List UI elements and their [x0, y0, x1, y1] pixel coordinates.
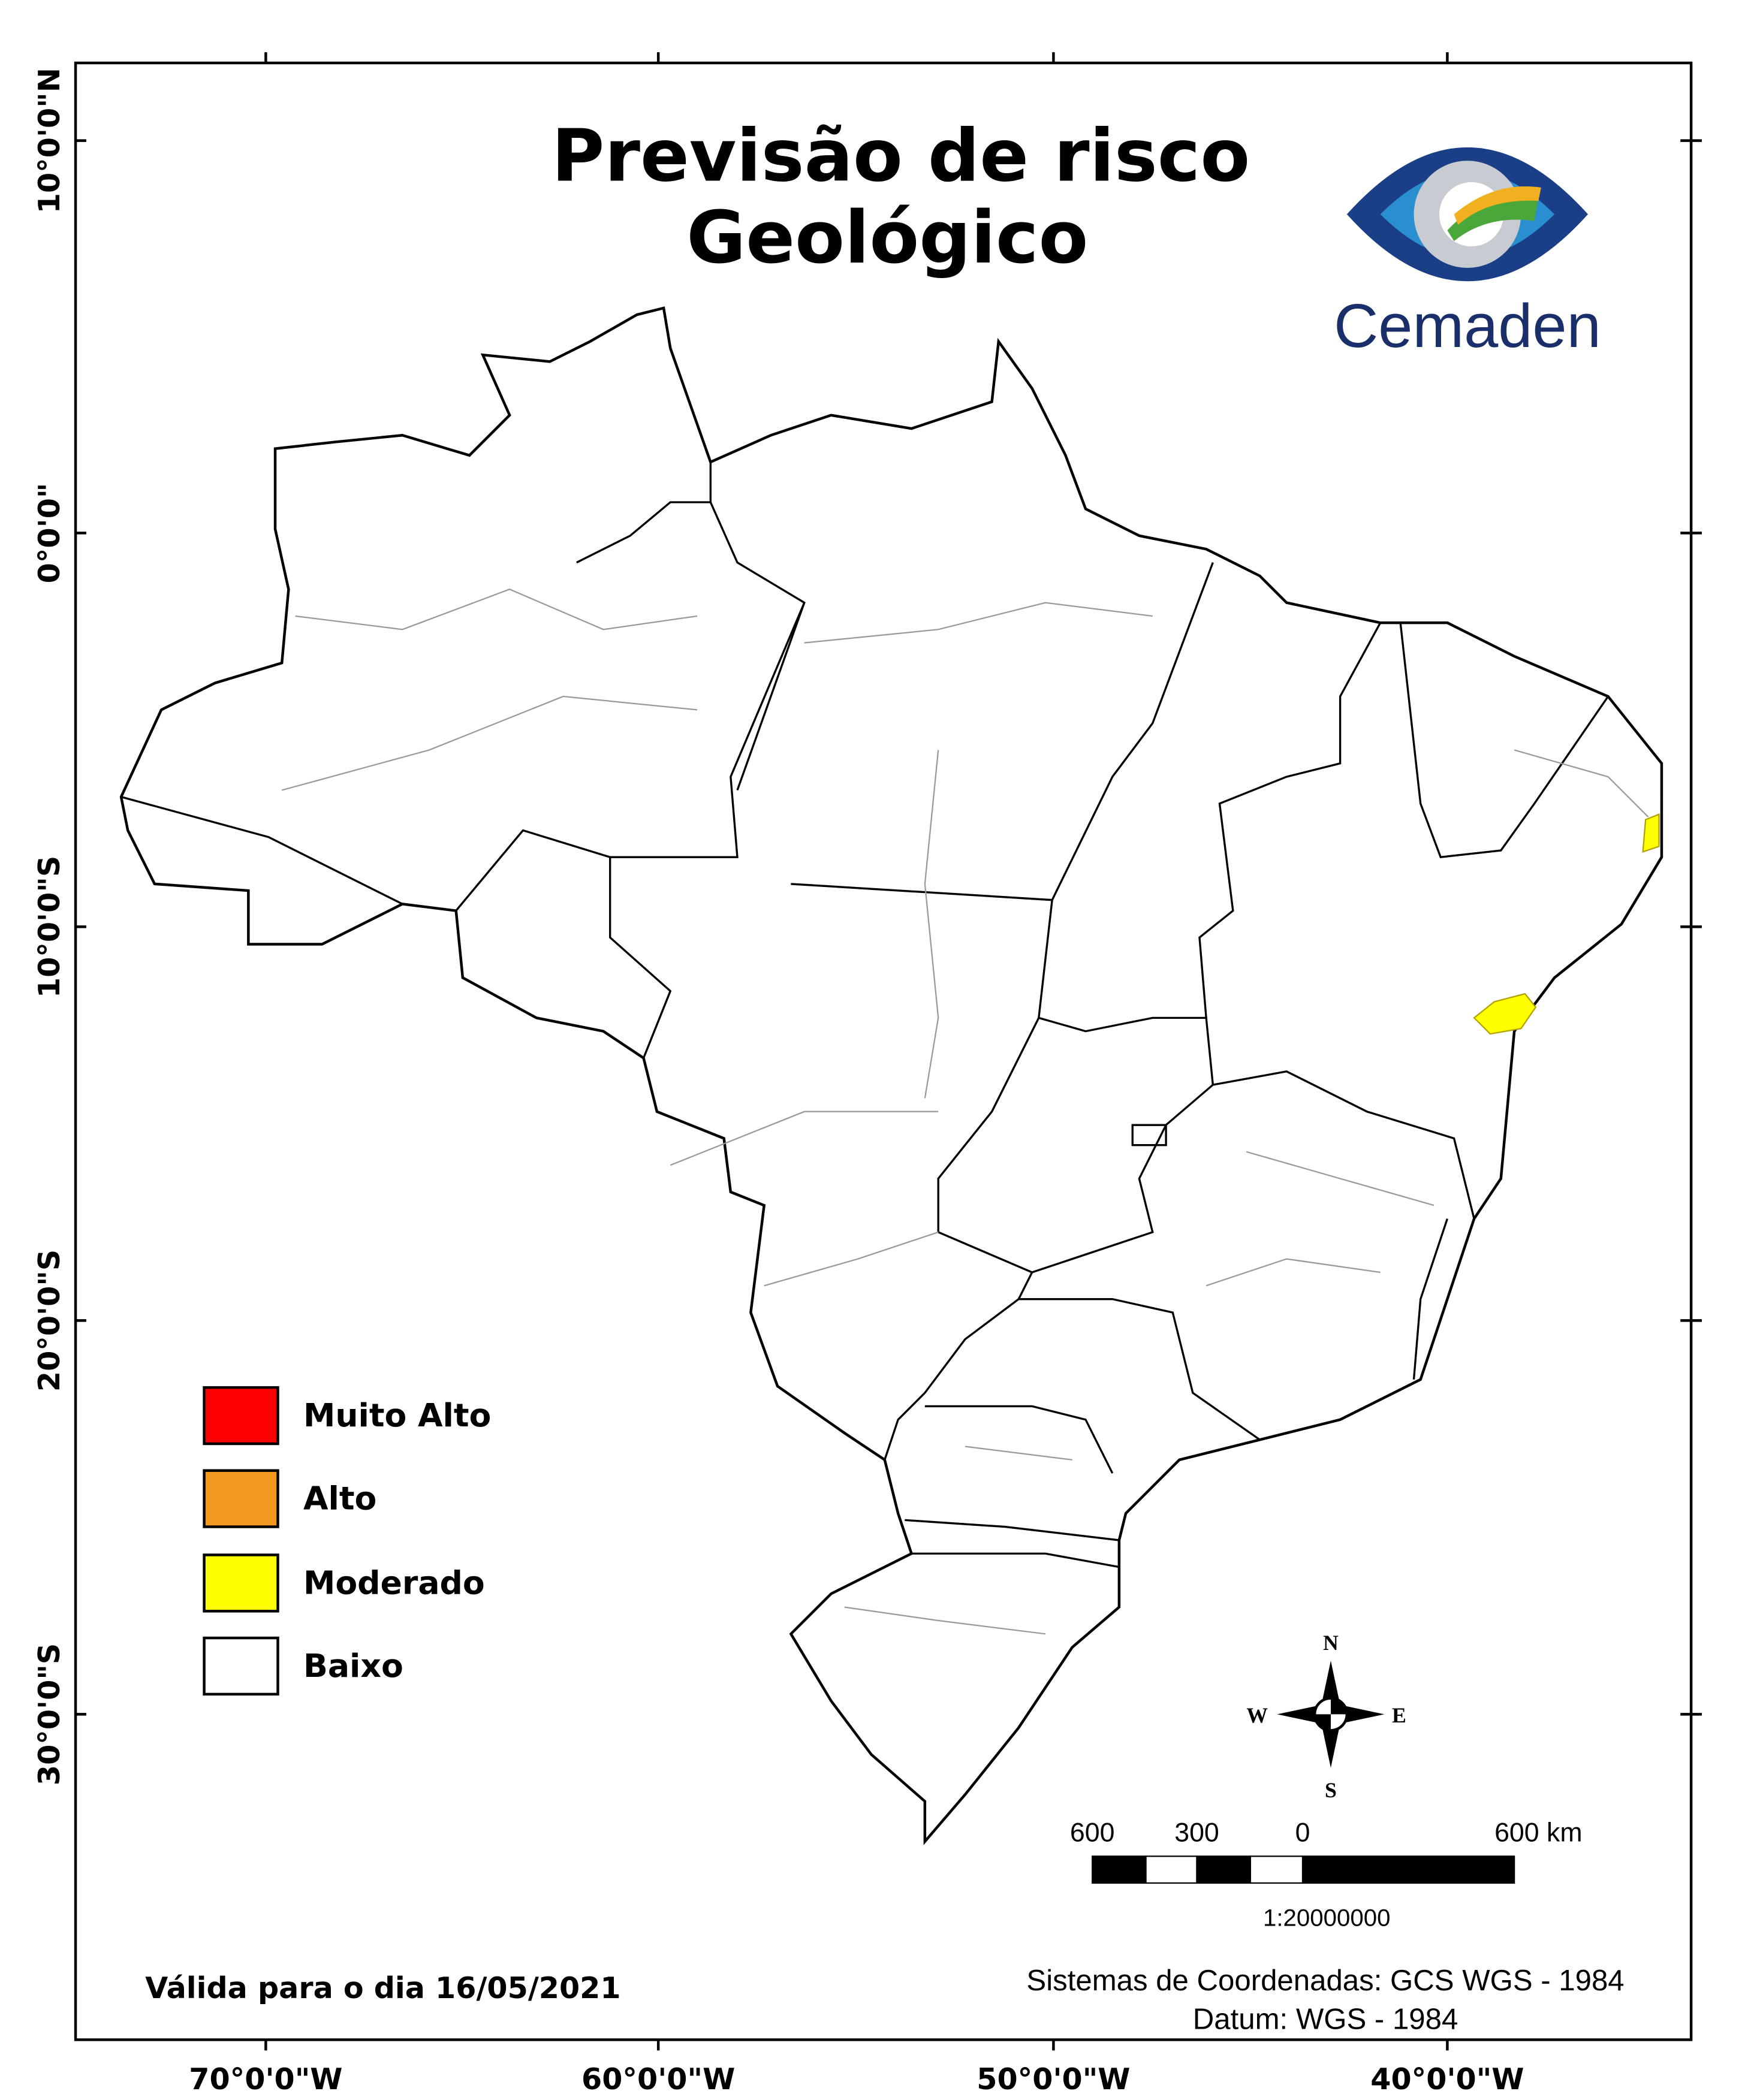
legend-swatch	[203, 1386, 279, 1446]
scale-label: 600 km	[1494, 1818, 1583, 1848]
datum: Datum: WGS - 1984	[1193, 2003, 1458, 2036]
state-borders	[120, 461, 1609, 1568]
x-axis-label: 40°0'0"W	[1370, 2062, 1524, 2096]
scale-label: 600	[1070, 1818, 1115, 1848]
risk-area-moderate	[1473, 813, 1660, 1035]
compass	[1277, 1661, 1385, 1768]
scale-bar	[1092, 1855, 1515, 1884]
compass-letter: N	[1323, 1631, 1339, 1655]
legend-swatch	[203, 1469, 279, 1528]
brazil-outline	[119, 306, 1663, 1845]
y-axis-label: 20°0'0"S	[32, 1250, 67, 1392]
x-axis-label: 60°0'0"W	[581, 2062, 735, 2096]
legend-label: Alto	[303, 1479, 376, 1517]
coordinate-system: Sistemas de Coordenadas: GCS WGS - 1984	[1026, 1964, 1624, 1997]
x-axis-label: 70°0'0"W	[189, 2062, 342, 2096]
legend-label: Moderado	[303, 1564, 485, 1601]
legend-label: Baixo	[303, 1647, 403, 1685]
municipal-borders	[281, 589, 1649, 1635]
legend-swatch	[203, 1553, 279, 1613]
y-axis-label: 10°0'0"S	[32, 856, 67, 998]
compass-letter: E	[1392, 1703, 1406, 1727]
scale-ratio: 1:20000000	[1263, 1904, 1390, 1931]
y-axis-label: 10°0'0"N	[32, 68, 67, 213]
valid-date: Válida para o dia 16/05/2021	[145, 1971, 620, 2005]
compass-letter: S	[1325, 1778, 1337, 1802]
scale-label: 300	[1174, 1818, 1219, 1848]
x-axis-label: 50°0'0"W	[977, 2062, 1130, 2096]
y-axis-label: 0°0'0"	[32, 482, 67, 583]
compass-letter: W	[1246, 1703, 1268, 1727]
legend: Muito Alto Alto Moderado Baixo	[203, 1386, 491, 1696]
logo: Cemaden	[1334, 147, 1601, 360]
title: Previsão de risco	[551, 114, 1250, 198]
scale-label: 0	[1295, 1818, 1310, 1848]
logo-text: Cemaden	[1334, 291, 1601, 360]
ticks	[76, 52, 1702, 2051]
title: Geológico	[686, 196, 1088, 280]
y-axis-label: 30°0'0"S	[32, 1643, 67, 1785]
legend-swatch	[203, 1636, 279, 1696]
legend-label: Muito Alto	[303, 1396, 491, 1434]
